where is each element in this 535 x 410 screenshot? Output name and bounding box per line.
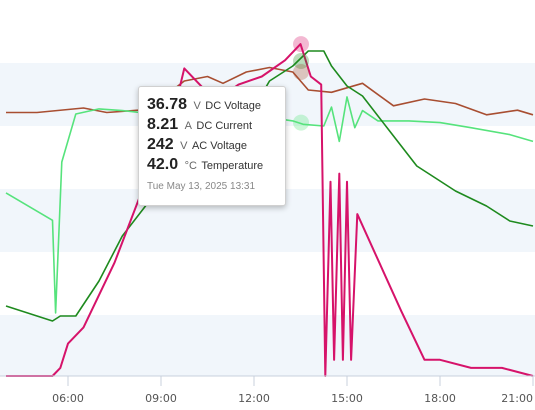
series-line-dc-voltage[interactable] bbox=[6, 43, 534, 377]
tooltip-value: 42.0 bbox=[147, 156, 179, 173]
x-tick-label: 09:00 bbox=[145, 392, 177, 405]
tooltip-series-name: DC Voltage bbox=[205, 100, 261, 112]
series-line-ac-voltage[interactable] bbox=[5, 96, 534, 314]
tooltip-unit: °C bbox=[184, 160, 197, 172]
tooltip-series-name: AC Voltage bbox=[191, 140, 247, 152]
tooltip-timestamp: Tue May 13, 2025 13:31 bbox=[147, 181, 256, 192]
x-tick-label: 21:00 bbox=[501, 392, 533, 405]
x-tick-label: 12:00 bbox=[238, 392, 270, 405]
tooltip-series-name: DC Current bbox=[196, 120, 253, 132]
x-tick-label: 18:00 bbox=[424, 392, 456, 405]
tooltip-unit: V bbox=[180, 140, 188, 152]
hover-marker-dc-voltage bbox=[293, 36, 310, 53]
tooltip-row-dc-voltage: 36.78 V DC Voltage bbox=[147, 95, 277, 115]
x-axis-ticks: 06:00 09:00 12:00 15:00 18:00 21:00 bbox=[52, 376, 534, 405]
hover-markers bbox=[293, 36, 310, 131]
tooltip-value: 8.21 bbox=[147, 116, 179, 133]
x-tick-label: 06:00 bbox=[52, 392, 84, 405]
tooltip-value: 36.78 bbox=[147, 96, 188, 113]
hover-marker-ac-voltage bbox=[293, 114, 310, 131]
tooltip-series-name: Temperature bbox=[201, 160, 264, 172]
tooltip-row-ac-voltage: 242 V AC Voltage bbox=[147, 135, 277, 155]
chart-tooltip: 36.78 V DC Voltage 8.21 A DC Current 242… bbox=[138, 86, 286, 206]
hover-marker-temperature bbox=[293, 64, 310, 80]
tooltip-unit: V bbox=[193, 100, 201, 112]
grid-band bbox=[0, 315, 535, 376]
tooltip-row-dc-current: 8.21 A DC Current bbox=[147, 115, 277, 135]
series-lines bbox=[5, 43, 534, 377]
x-tick-label: 15:00 bbox=[331, 392, 363, 405]
tooltip-value: 242 bbox=[147, 136, 174, 153]
series-line-temperature[interactable] bbox=[6, 66, 534, 116]
tooltip-unit: A bbox=[184, 120, 192, 132]
tooltip-row-temperature: 42.0 °C Temperature bbox=[147, 155, 277, 175]
series-line-dc-current[interactable] bbox=[5, 50, 534, 322]
hover-marker-dc-current bbox=[293, 53, 310, 69]
